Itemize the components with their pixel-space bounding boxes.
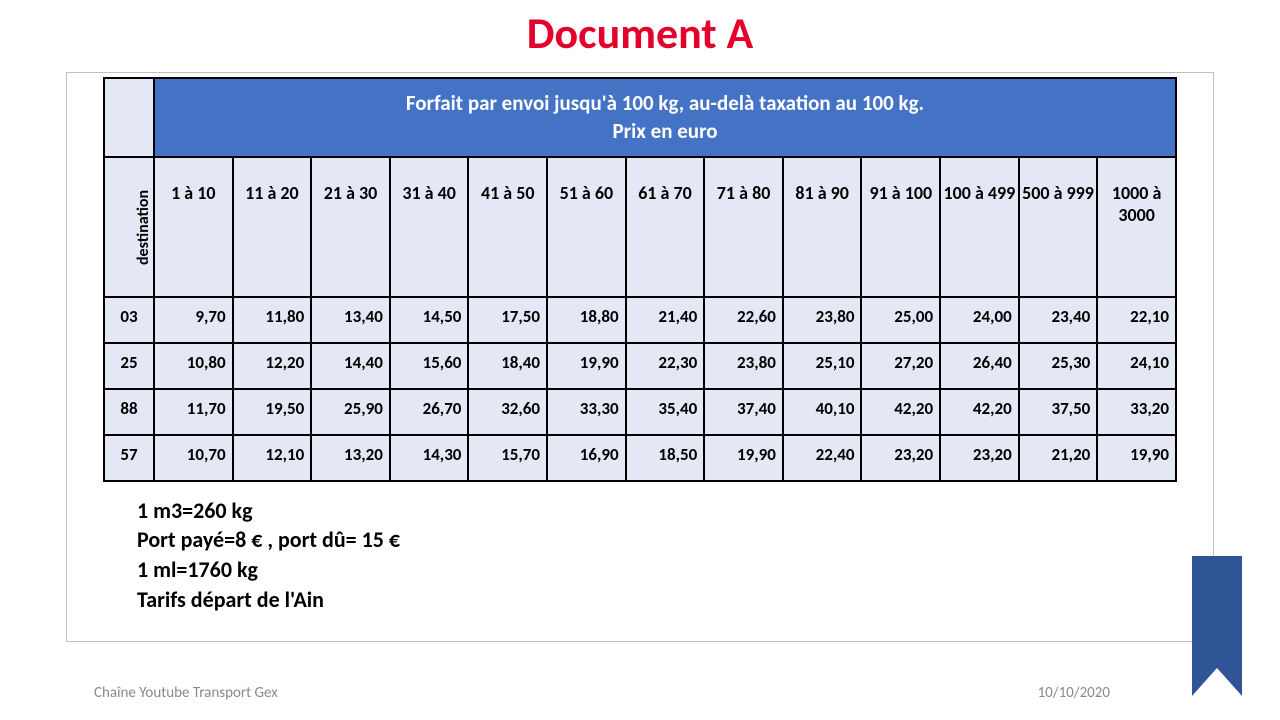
note-line: Tarifs départ de l'Ain (137, 585, 1177, 615)
col-head: 71 à 80 (704, 157, 783, 297)
price-cell: 19,90 (704, 435, 783, 481)
price-cell: 22,30 (626, 343, 705, 389)
note-line: Port payé=8 € , port dû= 15 € (137, 525, 1177, 555)
price-cell: 9,70 (154, 297, 233, 343)
ribbon-icon (1192, 556, 1242, 696)
dest-code: 03 (104, 297, 154, 343)
price-cell: 35,40 (626, 389, 705, 435)
price-cell: 19,90 (547, 343, 626, 389)
note-line: 1 ml=1760 kg (137, 555, 1177, 585)
destination-label: destination (134, 190, 153, 265)
price-cell: 18,80 (547, 297, 626, 343)
dest-code: 88 (104, 389, 154, 435)
price-cell: 22,40 (783, 435, 862, 481)
price-cell: 25,30 (1019, 343, 1098, 389)
price-cell: 24,00 (940, 297, 1019, 343)
col-head: 81 à 90 (783, 157, 862, 297)
col-head: 100 à 499 (940, 157, 1019, 297)
notes-block: 1 m3=260 kg Port payé=8 € , port dû= 15 … (137, 496, 1177, 615)
table-row: 03 9,70 11,80 13,40 14,50 17,50 18,80 21… (104, 297, 1176, 343)
price-cell: 25,90 (311, 389, 390, 435)
price-cell: 21,40 (626, 297, 705, 343)
price-cell: 23,20 (940, 435, 1019, 481)
col-head: 1000 à 3000 (1097, 157, 1176, 297)
banner-line-1: Forfait par envoi jusqu'à 100 kg, au-del… (406, 90, 924, 116)
price-cell: 40,10 (783, 389, 862, 435)
footer-date: 10/10/2020 (1038, 684, 1110, 702)
price-cell: 19,90 (1097, 435, 1176, 481)
price-cell: 11,70 (154, 389, 233, 435)
price-cell: 27,20 (861, 343, 940, 389)
page-title: Document A (0, 6, 1280, 60)
col-head: 21 à 30 (311, 157, 390, 297)
table-row: 88 11,70 19,50 25,90 26,70 32,60 33,30 3… (104, 389, 1176, 435)
price-cell: 10,80 (154, 343, 233, 389)
price-cell: 14,30 (390, 435, 469, 481)
price-cell: 21,20 (1019, 435, 1098, 481)
destination-header: destination (104, 157, 154, 297)
price-cell: 13,20 (311, 435, 390, 481)
price-cell: 23,80 (704, 343, 783, 389)
price-cell: 32,60 (468, 389, 547, 435)
price-cell: 10,70 (154, 435, 233, 481)
price-cell: 23,40 (1019, 297, 1098, 343)
price-cell: 24,10 (1097, 343, 1176, 389)
price-cell: 19,50 (233, 389, 312, 435)
col-head: 11 à 20 (233, 157, 312, 297)
price-cell: 42,20 (861, 389, 940, 435)
col-head: 41 à 50 (468, 157, 547, 297)
price-cell: 18,50 (626, 435, 705, 481)
price-cell: 15,60 (390, 343, 469, 389)
price-cell: 23,80 (783, 297, 862, 343)
col-head: 1 à 10 (154, 157, 233, 297)
table-row: 25 10,80 12,20 14,40 15,60 18,40 19,90 2… (104, 343, 1176, 389)
price-cell: 26,40 (940, 343, 1019, 389)
price-cell: 33,20 (1097, 389, 1176, 435)
price-cell: 14,50 (390, 297, 469, 343)
price-cell: 25,00 (861, 297, 940, 343)
table-banner: Forfait par envoi jusqu'à 100 kg, au-del… (154, 78, 1176, 157)
price-cell: 26,70 (390, 389, 469, 435)
corner-cell (104, 78, 154, 157)
price-cell: 14,40 (311, 343, 390, 389)
col-head: 500 à 999 (1019, 157, 1098, 297)
price-cell: 12,20 (233, 343, 312, 389)
col-head: 91 à 100 (861, 157, 940, 297)
table-row: 57 10,70 12,10 13,20 14,30 15,70 16,90 1… (104, 435, 1176, 481)
column-header-row: destination 1 à 10 11 à 20 21 à 30 31 à … (104, 157, 1176, 297)
price-cell: 33,30 (547, 389, 626, 435)
col-head: 61 à 70 (626, 157, 705, 297)
price-cell: 16,90 (547, 435, 626, 481)
price-cell: 42,20 (940, 389, 1019, 435)
footer-channel: Chaîne Youtube Transport Gex (94, 684, 278, 702)
price-cell: 25,10 (783, 343, 862, 389)
banner-line-2: Prix en euro (612, 118, 717, 144)
note-line: 1 m3=260 kg (137, 496, 1177, 526)
dest-code: 25 (104, 343, 154, 389)
price-cell: 22,10 (1097, 297, 1176, 343)
slide-container: Forfait par envoi jusqu'à 100 kg, au-del… (66, 72, 1214, 642)
dest-code: 57 (104, 435, 154, 481)
price-cell: 37,50 (1019, 389, 1098, 435)
price-cell: 22,60 (704, 297, 783, 343)
price-cell: 17,50 (468, 297, 547, 343)
price-cell: 18,40 (468, 343, 547, 389)
price-cell: 13,40 (311, 297, 390, 343)
price-cell: 37,40 (704, 389, 783, 435)
pricing-table: Forfait par envoi jusqu'à 100 kg, au-del… (103, 77, 1177, 482)
price-cell: 12,10 (233, 435, 312, 481)
col-head: 31 à 40 (390, 157, 469, 297)
col-head: 51 à 60 (547, 157, 626, 297)
price-cell: 15,70 (468, 435, 547, 481)
price-cell: 11,80 (233, 297, 312, 343)
price-cell: 23,20 (861, 435, 940, 481)
